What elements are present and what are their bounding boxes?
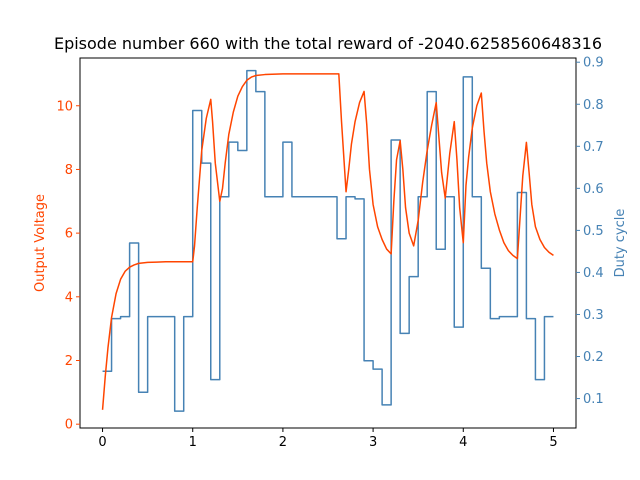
y-right-tick-label: 0.7 bbox=[583, 140, 604, 155]
y-right-tick-label: 0.2 bbox=[583, 350, 604, 365]
duty-cycle-series-line bbox=[102, 69, 554, 412]
y-right-tick-label: 0.1 bbox=[583, 392, 604, 407]
chart-title: Episode number 660 with the total reward… bbox=[54, 34, 602, 53]
y-right-tick-label: 0.8 bbox=[583, 98, 604, 113]
y-left-tick-label: 0 bbox=[65, 418, 73, 433]
y-right-tick-label: 0.3 bbox=[583, 308, 604, 323]
y-right-tick-label: 0.5 bbox=[583, 224, 604, 239]
x-tick-label: 1 bbox=[189, 435, 197, 450]
x-tick-label: 5 bbox=[549, 435, 557, 450]
x-tick-label: 2 bbox=[279, 435, 287, 450]
y-left-tick-label: 4 bbox=[65, 290, 73, 305]
x-tick-label: 4 bbox=[459, 435, 467, 450]
plot-frame bbox=[79, 57, 577, 429]
y-axis-left-label: Output Voltage bbox=[33, 194, 48, 292]
x-tick-label: 3 bbox=[369, 435, 377, 450]
y-left-tick-label: 2 bbox=[65, 354, 73, 369]
y-right-tick-label: 0.9 bbox=[583, 56, 604, 71]
y-right-tick-label: 0.6 bbox=[583, 182, 604, 197]
x-tick-label: 0 bbox=[98, 435, 106, 450]
y-axis-right-label: Duty cycle bbox=[613, 209, 628, 278]
y-right-tick-label: 0.4 bbox=[583, 266, 604, 281]
y-left-tick-label: 6 bbox=[65, 227, 73, 242]
y-left-tick-label: 8 bbox=[65, 163, 73, 178]
y-left-tick-label: 10 bbox=[56, 99, 73, 114]
output-voltage-series-line bbox=[101, 73, 554, 410]
